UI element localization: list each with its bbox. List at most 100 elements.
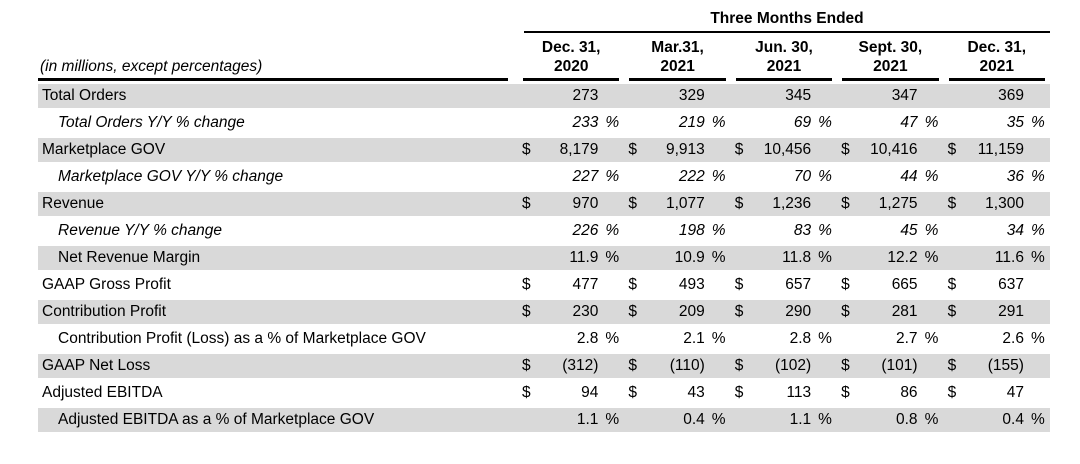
currency-symbol: $ <box>947 383 957 401</box>
column-header: Mar.31, 2021 <box>629 33 726 81</box>
value-cell: $ 637 <box>944 276 1050 294</box>
value-cell: $ 1,236 <box>731 195 837 213</box>
value: 34 <box>1006 221 1024 239</box>
value-cell: 273 <box>518 87 624 105</box>
row-label: Total Orders <box>42 87 127 104</box>
value-cell: 2.8 % <box>731 330 837 348</box>
row-values: $ 477 $ 493 $ 657 $ 665 $ 637 <box>518 276 1050 294</box>
percent-symbol: % <box>924 113 939 131</box>
value: 1.1 <box>576 411 599 428</box>
percent-symbol: % <box>924 329 939 347</box>
row-values: 273 329 345 347 369 <box>518 87 1050 105</box>
row-label: Revenue Y/Y % change <box>58 221 223 239</box>
currency-symbol: $ <box>522 357 531 374</box>
row-values: $ 94 $ 43 $ 113 $ 86 $ 47 <box>518 384 1050 402</box>
value-cell: 2.8 % <box>518 330 624 348</box>
percent-symbol: % <box>1030 167 1045 185</box>
row-label: Total Orders Y/Y % change <box>58 113 245 131</box>
column-period: Dec. 31, <box>541 39 601 56</box>
units-note: (in millions, except percentages) <box>38 44 508 81</box>
currency-symbol: $ <box>628 383 638 401</box>
value: 1,300 <box>985 195 1024 212</box>
row-label: Adjusted EBITDA <box>42 383 163 401</box>
currency-symbol: $ <box>841 141 850 158</box>
column-period: Dec. 31, <box>967 39 1027 56</box>
value-cell: 36 % <box>944 168 1050 186</box>
value: 2.8 <box>789 329 812 347</box>
value: 222 <box>678 167 705 185</box>
value: 230 <box>572 303 599 320</box>
value-cell: 222 % <box>624 168 730 186</box>
value: (312) <box>562 357 599 374</box>
value: 637 <box>998 275 1024 293</box>
value-cell: 0.8 % <box>837 411 943 429</box>
currency-symbol: $ <box>947 303 957 320</box>
value-cell: $ 94 <box>518 384 624 402</box>
value-cell: 1.1 % <box>731 411 837 429</box>
value: 69 <box>793 113 812 131</box>
row-values: 2.8 % 2.1 % 2.8 % 2.7 % 2.6 % <box>518 330 1050 348</box>
percent-symbol: % <box>924 221 939 239</box>
value-cell: $ 9,913 <box>624 141 730 159</box>
value-cell: 2.7 % <box>837 330 943 348</box>
value: 369 <box>998 87 1024 104</box>
value-cell: $ (101) <box>837 357 943 375</box>
value: 219 <box>678 113 705 131</box>
percent-symbol: % <box>1030 329 1045 347</box>
value: (155) <box>987 357 1024 374</box>
row-values: 233 % 219 % 69 % 47 % 35 % <box>518 114 1050 132</box>
value: 47 <box>1006 383 1024 401</box>
value: 36 <box>1006 167 1024 185</box>
percent-symbol: % <box>1030 411 1045 428</box>
table-row: GAAP Net Loss $ (312) $ (110) $ (102) $ … <box>38 352 1050 379</box>
value-cell: $ (110) <box>624 357 730 375</box>
financial-table: Three Months Ended (in millions, except … <box>38 0 1050 433</box>
value-cell: $ 10,456 <box>731 141 837 159</box>
table-row: Revenue $ 970 $ 1,077 $ 1,236 $ 1,275 $ … <box>38 190 1050 217</box>
value-cell: $ 1,300 <box>944 195 1050 213</box>
table-row: GAAP Gross Profit $ 477 $ 493 $ 657 $ 66… <box>38 271 1050 298</box>
row-values: $ 230 $ 209 $ 290 $ 281 $ 291 <box>518 303 1050 321</box>
column-year: 2021 <box>766 58 802 75</box>
currency-symbol: $ <box>522 383 531 401</box>
value: 273 <box>572 87 599 104</box>
currency-symbol: $ <box>841 195 850 212</box>
value: 45 <box>900 221 918 239</box>
value: 9,913 <box>665 141 705 158</box>
column-period: Mar.31, <box>651 39 704 56</box>
currency-symbol: $ <box>734 275 744 293</box>
percent-symbol: % <box>1030 221 1045 239</box>
currency-symbol: $ <box>947 195 957 212</box>
currency-symbol: $ <box>628 303 638 320</box>
column-year: 2020 <box>553 58 589 75</box>
row-values: $ 970 $ 1,077 $ 1,236 $ 1,275 $ 1,300 <box>518 195 1050 213</box>
value-cell: $ (312) <box>518 357 624 375</box>
value: 2.8 <box>576 329 599 347</box>
value: 198 <box>678 221 705 239</box>
currency-symbol: $ <box>628 275 638 293</box>
column-period: Sept. 30, <box>858 39 923 56</box>
value: 345 <box>785 87 812 104</box>
value-cell: 347 <box>837 87 943 105</box>
value-cell: $ 47 <box>944 384 1050 402</box>
table-body: Total Orders 273 329 345 347 369 Total O… <box>38 81 1050 433</box>
percent-symbol: % <box>605 167 620 185</box>
percent-symbol: % <box>818 411 832 428</box>
value-cell: 0.4 % <box>624 411 730 429</box>
table-row: Revenue Y/Y % change 226 % 198 % 83 % 45… <box>38 217 1050 244</box>
row-values: $ 8,179 $ 9,913 $ 10,456 $ 10,416 $ 11,1… <box>518 141 1050 159</box>
column-header: Dec. 31, 2020 <box>523 33 620 81</box>
value: 347 <box>891 87 918 104</box>
value-cell: 227 % <box>518 168 624 186</box>
percent-symbol: % <box>605 221 620 239</box>
value-cell: 11.9 % <box>518 249 624 267</box>
value-cell: 83 % <box>731 222 837 240</box>
value: 8,179 <box>559 141 599 158</box>
value: 1,236 <box>772 195 812 212</box>
value-cell: $ 1,077 <box>624 195 730 213</box>
table-row: Marketplace GOV Y/Y % change 227 % 222 %… <box>38 163 1050 190</box>
value: (110) <box>669 357 705 374</box>
value-cell: 70 % <box>731 168 837 186</box>
row-label: Marketplace GOV Y/Y % change <box>58 167 284 185</box>
currency-symbol: $ <box>734 141 744 158</box>
